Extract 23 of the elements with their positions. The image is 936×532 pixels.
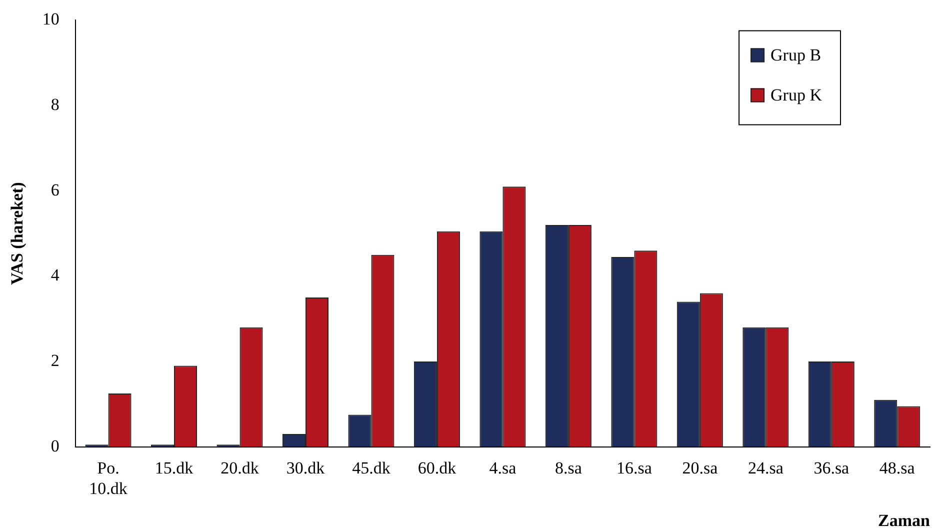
x-tick-label: 20.dk: [220, 458, 260, 478]
y-tick-label: 10: [42, 10, 60, 29]
x-tick-label: 30.dk: [286, 458, 326, 478]
x-tick-label: Po. 10.dk: [89, 458, 128, 498]
x-tick-label: 45.dk: [352, 458, 391, 478]
x-tick-label: 48.sa: [879, 458, 916, 478]
x-tick-label: 4.sa: [489, 458, 517, 478]
x-tick-label: 24.sa: [748, 458, 784, 478]
x-tick-label: 15.dk: [154, 458, 194, 478]
y-tick-label: 0: [50, 436, 60, 456]
y-tick-label: 8: [50, 94, 60, 114]
x-tick-label: 16.sa: [616, 458, 652, 478]
y-tick-label: 6: [50, 180, 60, 200]
legend-label: Grup K: [770, 86, 823, 105]
x-tick-label: 20.sa: [682, 458, 718, 478]
x-axis-title: Zaman: [878, 511, 931, 530]
x-tick-label: 60.dk: [418, 458, 457, 478]
y-axis-title: VAS (hareket): [8, 182, 27, 285]
y-tick-label: 2: [50, 350, 60, 370]
y-tick-label: 4: [50, 266, 60, 285]
x-tick-label: 36.sa: [814, 458, 850, 478]
legend-label: Grup B: [770, 46, 822, 65]
x-tick-label: 8.sa: [554, 458, 582, 478]
